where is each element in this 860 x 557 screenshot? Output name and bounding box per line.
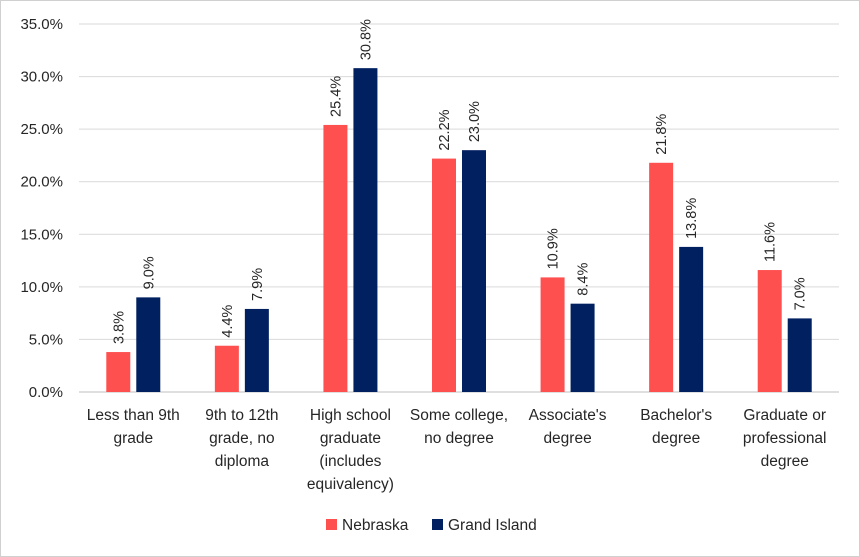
category-label-line: no degree bbox=[424, 430, 494, 447]
bars bbox=[106, 68, 812, 393]
legend-swatch bbox=[326, 519, 337, 530]
category-label: Graduate or professional degree bbox=[743, 407, 827, 470]
data-label: 11.6% bbox=[763, 222, 779, 262]
category-label-line: Some college, bbox=[410, 407, 508, 424]
bar-grand-island bbox=[353, 68, 378, 392]
data-label: 7.0% bbox=[793, 277, 809, 310]
category-label-line: High school bbox=[310, 407, 391, 424]
data-label: 13.8% bbox=[684, 198, 700, 239]
y-tick-label: 20.0% bbox=[20, 174, 63, 191]
bar-grand-island bbox=[679, 246, 704, 392]
bar-grand-island bbox=[244, 308, 269, 392]
bar-nebraska bbox=[214, 345, 239, 392]
category-label: Some college, no degree bbox=[410, 407, 508, 447]
bar-nebraska bbox=[106, 352, 131, 392]
legend-label: Grand Island bbox=[448, 517, 537, 534]
y-tick-label: 10.0% bbox=[20, 279, 63, 296]
category-label-line: graduate bbox=[320, 430, 381, 447]
bar-nebraska bbox=[323, 124, 348, 393]
category-label-line: Graduate or bbox=[743, 407, 826, 424]
bar-grand-island bbox=[787, 318, 812, 392]
category-label: High school graduate (includes equivalency) bbox=[307, 407, 394, 493]
legend-swatch bbox=[432, 519, 443, 530]
data-label: 4.4% bbox=[220, 305, 236, 338]
category-label-line: Associate's bbox=[529, 407, 607, 424]
data-label: 30.8% bbox=[358, 19, 374, 60]
legend-label: Nebraska bbox=[342, 517, 409, 534]
data-label: 22.2% bbox=[437, 109, 453, 150]
legend: Nebraska Grand Island bbox=[326, 517, 537, 534]
category-label-line: degree bbox=[543, 430, 591, 447]
data-labels: 3.8% 9.0% 4.4% 7.9% 25.4% 30.8% 22.2% 23.0% 10.9… bbox=[111, 19, 808, 344]
data-label: 21.8% bbox=[654, 114, 670, 155]
bar-nebraska bbox=[649, 162, 674, 392]
bar-nebraska bbox=[540, 277, 565, 392]
data-label: 3.8% bbox=[111, 311, 127, 344]
data-label: 10.9% bbox=[546, 228, 562, 269]
category-label-line: grade bbox=[113, 430, 153, 447]
category-label-line: professional bbox=[743, 430, 827, 447]
category-label-line: degree bbox=[761, 453, 809, 470]
category-label-line: Bachelor's bbox=[640, 407, 712, 424]
data-label: 25.4% bbox=[328, 76, 344, 117]
bar-grand-island bbox=[462, 150, 486, 392]
category-label: 9th to 12th grade, no diploma bbox=[205, 407, 278, 470]
y-tick-label: 30.0% bbox=[20, 69, 63, 86]
y-tick-label: 35.0% bbox=[20, 16, 63, 33]
data-label: 7.9% bbox=[250, 268, 266, 301]
category-label: Associate's degree bbox=[529, 407, 607, 447]
category-label: Bachelor's degree bbox=[640, 407, 712, 447]
y-tick-label: 0.0% bbox=[29, 384, 63, 401]
x-axis: Less than 9th grade 9th to 12th grade, no di… bbox=[87, 407, 827, 493]
category-label-line: degree bbox=[652, 430, 700, 447]
category-label-line: grade, no bbox=[209, 430, 275, 447]
category-label-line: 9th to 12th bbox=[205, 407, 278, 424]
y-axis: 0.0% 5.0% 10.0% 15.0% 20.0% 25.0% 30.0% 35.0% bbox=[20, 16, 63, 401]
category-label-line: Less than 9th bbox=[87, 407, 180, 424]
bar-grand-island bbox=[570, 303, 595, 392]
bar-nebraska bbox=[432, 158, 456, 392]
category-label-line: (includes bbox=[319, 453, 381, 470]
data-label: 23.0% bbox=[467, 101, 483, 142]
y-tick-label: 25.0% bbox=[20, 121, 63, 138]
y-tick-label: 15.0% bbox=[20, 226, 63, 243]
category-label-line: diploma bbox=[215, 453, 270, 470]
category-label: Less than 9th grade bbox=[87, 407, 180, 447]
gridlines bbox=[79, 23, 839, 393]
bar-grand-island bbox=[136, 297, 161, 392]
data-label: 9.0% bbox=[141, 256, 157, 289]
category-label-line: equivalency) bbox=[307, 476, 394, 493]
y-tick-label: 5.0% bbox=[29, 331, 63, 348]
bar-nebraska bbox=[757, 270, 782, 392]
data-label: 8.4% bbox=[576, 263, 592, 296]
